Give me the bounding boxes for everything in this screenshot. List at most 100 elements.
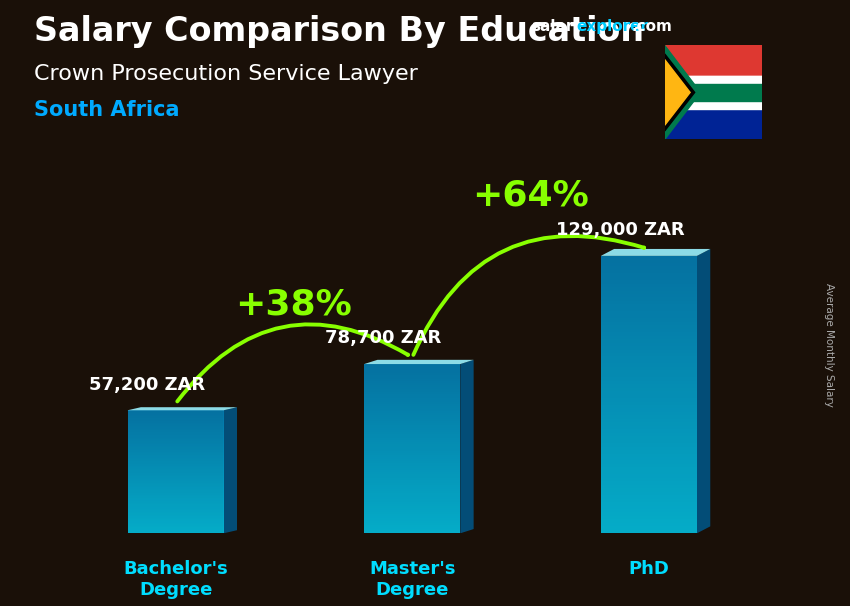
Bar	[364, 434, 461, 436]
Bar	[601, 336, 697, 339]
Bar	[364, 368, 461, 370]
Bar	[601, 478, 697, 481]
Bar	[364, 495, 461, 498]
Bar	[665, 84, 762, 101]
Bar	[601, 311, 697, 315]
Text: +38%: +38%	[235, 287, 352, 321]
Bar	[364, 516, 461, 519]
Bar	[601, 402, 697, 405]
Bar	[364, 438, 461, 440]
Bar	[601, 523, 697, 527]
Bar	[665, 76, 762, 108]
Bar	[601, 447, 697, 450]
Bar	[364, 504, 461, 506]
Bar	[601, 315, 697, 318]
Bar	[601, 304, 697, 308]
Bar	[601, 453, 697, 457]
Bar	[601, 342, 697, 346]
Bar	[601, 270, 697, 273]
Text: .com: .com	[632, 19, 672, 35]
Bar	[601, 360, 697, 364]
Bar	[364, 421, 461, 423]
Bar	[364, 404, 461, 407]
Bar	[128, 470, 224, 472]
Bar	[601, 415, 697, 419]
Bar	[128, 461, 224, 462]
Bar	[128, 502, 224, 504]
Bar	[601, 499, 697, 502]
Bar	[601, 353, 697, 356]
Bar	[364, 527, 461, 529]
Bar	[601, 287, 697, 290]
Bar	[601, 350, 697, 353]
Bar	[128, 476, 224, 478]
Bar	[601, 412, 697, 415]
Bar	[601, 426, 697, 429]
Bar	[601, 491, 697, 495]
Text: 129,000 ZAR: 129,000 ZAR	[556, 221, 684, 239]
Bar	[128, 415, 224, 416]
Bar	[364, 465, 461, 468]
Bar	[364, 510, 461, 512]
Bar	[364, 453, 461, 455]
Bar	[128, 422, 224, 424]
Bar	[128, 491, 224, 493]
Bar	[364, 370, 461, 373]
Bar	[364, 415, 461, 417]
Bar	[128, 447, 224, 448]
Bar	[128, 430, 224, 432]
Bar	[364, 478, 461, 481]
Bar	[601, 384, 697, 388]
Bar	[128, 464, 224, 465]
Bar	[128, 418, 224, 419]
Bar	[665, 105, 762, 109]
Bar	[601, 436, 697, 440]
Bar	[601, 443, 697, 447]
Bar	[364, 430, 461, 431]
Bar	[128, 468, 224, 470]
Bar	[128, 516, 224, 518]
Bar	[601, 457, 697, 461]
Bar	[601, 339, 697, 342]
Bar	[128, 448, 224, 450]
Bar	[128, 459, 224, 461]
Bar	[128, 465, 224, 467]
Polygon shape	[697, 249, 711, 533]
Bar	[601, 461, 697, 464]
Bar	[601, 488, 697, 491]
Bar	[364, 427, 461, 430]
Bar	[364, 440, 461, 442]
Bar	[601, 318, 697, 322]
Bar	[601, 464, 697, 467]
Bar	[128, 433, 224, 435]
Bar	[601, 381, 697, 384]
Bar	[601, 450, 697, 453]
Bar	[128, 482, 224, 484]
Bar	[364, 364, 461, 366]
Bar	[128, 436, 224, 438]
Bar	[128, 498, 224, 499]
Bar	[364, 521, 461, 523]
Bar	[601, 485, 697, 488]
Bar	[601, 328, 697, 332]
Bar	[128, 513, 224, 515]
Bar	[364, 481, 461, 482]
Bar	[364, 436, 461, 438]
Bar	[364, 472, 461, 474]
Bar	[364, 523, 461, 525]
Bar	[128, 424, 224, 425]
Bar	[128, 435, 224, 436]
Bar	[364, 485, 461, 487]
Bar	[128, 505, 224, 507]
Bar	[128, 473, 224, 475]
Bar	[364, 457, 461, 459]
Bar	[128, 421, 224, 422]
Bar	[128, 438, 224, 439]
Text: Bachelor's
Degree: Bachelor's Degree	[123, 560, 228, 599]
Text: Average Monthly Salary: Average Monthly Salary	[824, 284, 834, 407]
Bar	[364, 470, 461, 472]
Bar	[601, 440, 697, 443]
Bar	[601, 388, 697, 391]
Bar	[601, 256, 697, 259]
Bar	[601, 516, 697, 519]
